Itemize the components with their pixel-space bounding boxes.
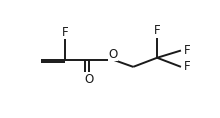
Text: O: O [84,73,94,86]
Text: F: F [184,44,190,57]
Text: F: F [62,26,68,39]
Text: O: O [108,48,117,61]
Text: F: F [154,24,160,37]
Text: F: F [184,60,190,73]
